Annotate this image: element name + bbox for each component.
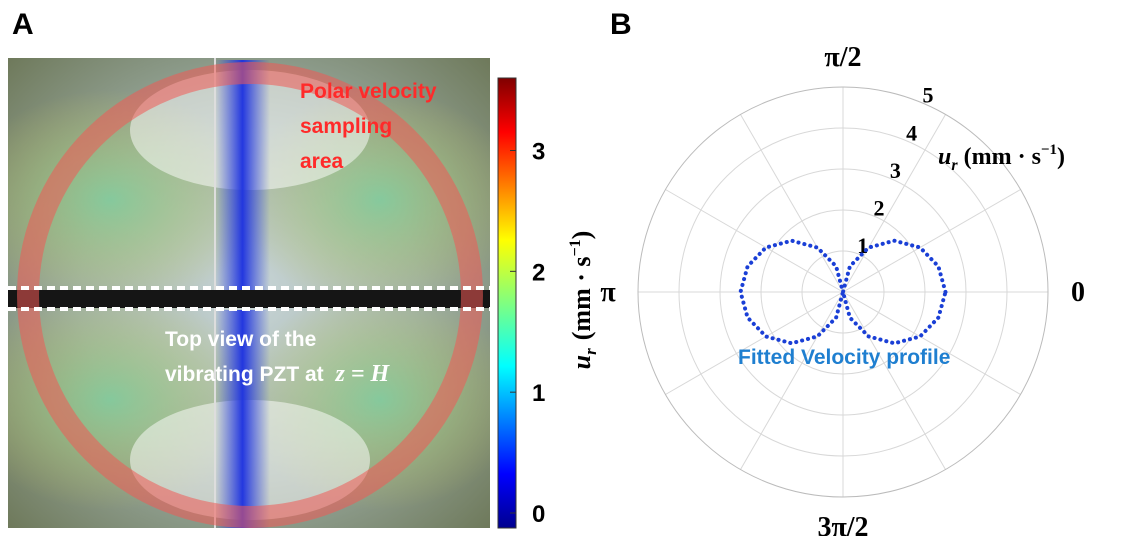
- grid-circle: [719, 168, 967, 416]
- spoke: [842, 291, 1021, 395]
- r-axis-label: ur (mm · s−1): [938, 142, 1065, 174]
- colorbar-tick-label: 2: [532, 259, 545, 286]
- colorbar-label: ur(mm · s−1): [567, 231, 600, 370]
- grid-circle: [678, 127, 1008, 457]
- spoke: [740, 291, 844, 470]
- theta-tick-label: π: [600, 277, 616, 308]
- colorbar-tick-label: 3: [532, 139, 545, 166]
- panel-a-image: [8, 58, 490, 528]
- annotation: Top view of the vibrating PZT at z = H: [165, 328, 391, 387]
- legend-label: Fitted Velocity profile: [738, 346, 950, 369]
- r-tick-label: 1: [857, 233, 868, 258]
- colorbar-tick-label: 1: [532, 380, 545, 407]
- panel-label: B: [610, 8, 632, 41]
- grid-circle: [637, 86, 1049, 498]
- colorbar: [497, 77, 517, 529]
- spoke: [842, 189, 1021, 293]
- r-tick-label: 5: [923, 83, 934, 108]
- annotation: Polar velocity sampling area: [300, 80, 442, 173]
- spoke: [842, 291, 946, 470]
- spoke: [842, 114, 946, 293]
- colorbar-tick-label: 0: [532, 501, 545, 528]
- panel-label: A: [12, 8, 34, 41]
- theta-tick-label: 0: [1071, 277, 1085, 308]
- spoke: [665, 291, 844, 395]
- grid-circle: [801, 250, 885, 334]
- r-tick-label: 2: [873, 195, 884, 220]
- grid-circle: [760, 209, 926, 375]
- r-tick-label: 3: [890, 158, 901, 183]
- profile-line: [738, 238, 948, 346]
- theta-tick-label: 3π/2: [817, 512, 868, 536]
- spoke: [740, 114, 844, 293]
- theta-tick-label: π/2: [824, 42, 861, 73]
- spoke: [665, 189, 844, 293]
- r-tick-label: 4: [906, 120, 917, 145]
